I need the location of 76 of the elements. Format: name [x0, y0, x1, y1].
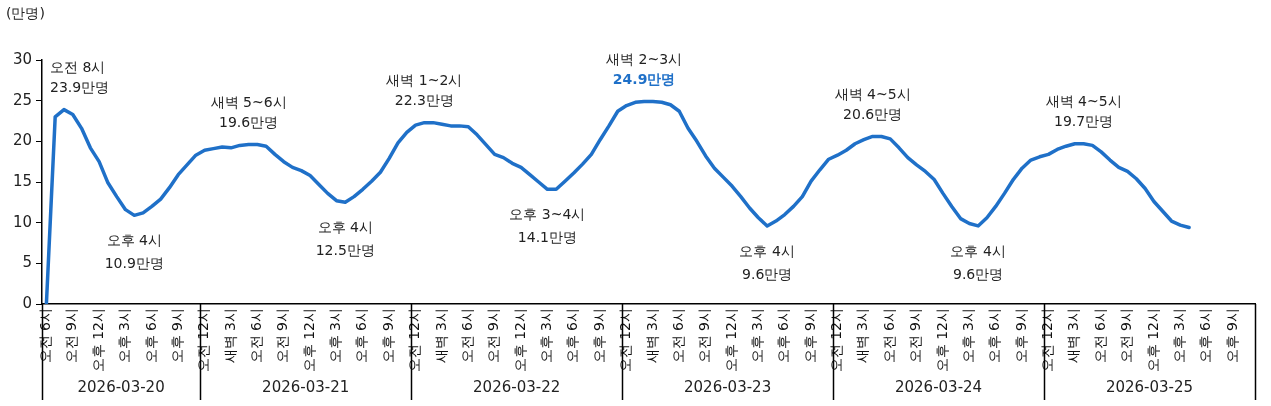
- text: 2026-03-25: [1105, 377, 1194, 396]
- annotation: 새벽 2~3시: [606, 51, 683, 68]
- x-tick-label: 오후 6시: [1197, 308, 1214, 364]
- data-label: 12.5만명: [315, 241, 375, 258]
- x-tick-label: 오후 6시: [986, 308, 1003, 364]
- x-tick-label: 오후 12시: [722, 308, 739, 373]
- x-tick-label: 새벽 3시: [432, 308, 449, 364]
- data-label: 23.9만명: [50, 79, 110, 96]
- data-label: 19.7만명: [1054, 113, 1114, 130]
- x-tick-label: 오후 3시: [749, 308, 766, 364]
- x-tick-label: 오후 12시: [933, 308, 950, 373]
- annotation: 새벽 1~2시: [386, 72, 463, 89]
- x-tick-label: 오전 9시: [1118, 308, 1135, 364]
- annotation: 오후 4시: [950, 242, 1006, 259]
- x-tick-label: 오전 6시: [1091, 308, 1108, 364]
- x-tick-label: 오후 9시: [801, 308, 818, 364]
- y-tick-label: 0: [22, 293, 32, 312]
- y-tick-label: 20: [12, 131, 32, 150]
- y-axis-title: (만명): [6, 4, 45, 21]
- y-tick-label: 10: [12, 212, 32, 231]
- x-tick-label: 새벽 3시: [1065, 308, 1082, 364]
- x-tick-label: 오전 9시: [907, 308, 924, 364]
- annotation: 오후 3~4시: [509, 205, 586, 222]
- x-tick-label: 오후 9시: [590, 308, 607, 364]
- annotation: 오후 4시: [317, 218, 373, 235]
- x-tick-label: 오후 6시: [142, 308, 159, 364]
- x-tick-label: 오후 12시: [300, 308, 317, 373]
- text: 2026-03-22: [473, 377, 561, 396]
- text: 2026-03-20: [77, 377, 165, 396]
- annotation: 오전 8시: [50, 59, 106, 76]
- annotation: 새벽 5~6시: [210, 94, 287, 111]
- x-tick-label: 오후 6시: [353, 308, 370, 364]
- text: 2026-03-21: [262, 377, 350, 396]
- y-tick-label: 30: [12, 49, 32, 68]
- x-tick-label: 오전 9시: [485, 308, 502, 364]
- x-tick-label: 오후 9시: [168, 308, 185, 364]
- x-tick-label: 오전 9시: [696, 308, 713, 364]
- x-tick-label: 오후 3시: [959, 308, 976, 364]
- x-tick-label: 오전 6시: [669, 308, 686, 364]
- data-label: 9.6만명: [742, 265, 793, 282]
- text: 2026-03-23: [684, 377, 772, 396]
- data-label: 24.9만명: [612, 71, 676, 88]
- annotation: 새벽 4~5시: [1045, 93, 1122, 110]
- x-tick-label: 오후 12시: [89, 308, 106, 373]
- x-tick-label: 오후 12시: [1144, 308, 1161, 373]
- x-tick-label: 오후 9시: [379, 308, 396, 364]
- annotation: 새벽 4~5시: [834, 86, 911, 103]
- text: 2026-03-24: [894, 377, 983, 396]
- x-tick-label: 오전 6시: [458, 308, 475, 364]
- y-tick-label: 25: [12, 90, 32, 109]
- x-tick-label: 새벽 3시: [854, 308, 871, 364]
- data-label: 22.3만명: [394, 92, 454, 109]
- x-tick-label: 오후 9시: [1223, 308, 1240, 364]
- x-tick-label: 오전 6시: [247, 308, 264, 364]
- x-tick-label: 오후 9시: [1012, 308, 1029, 364]
- x-tick-label: 오전 9시: [63, 308, 80, 364]
- data-label: 19.6만명: [218, 114, 279, 131]
- data-label: 9.6만명: [952, 265, 1004, 282]
- annotation: 오후 4시: [739, 242, 795, 259]
- x-tick-label: 오후 3시: [116, 308, 133, 364]
- annotation: 오후 4시: [106, 231, 162, 248]
- x-tick-label: 새벽 3시: [221, 308, 238, 364]
- x-tick-label: 오전 9시: [274, 308, 291, 364]
- x-tick-label: 오전 6시: [880, 308, 897, 364]
- x-tick-label: 오후 6시: [564, 308, 581, 364]
- data-label: 14.1만명: [517, 228, 577, 245]
- data-label: 10.9만명: [104, 254, 164, 271]
- x-tick-label: 새벽 3시: [643, 308, 660, 364]
- x-tick-label: 오후 3시: [538, 308, 555, 364]
- y-tick-label: 5: [22, 253, 32, 272]
- x-tick-label: 오후 6시: [775, 308, 792, 364]
- x-tick-label: 오후 3시: [327, 308, 344, 364]
- y-tick-label: 15: [12, 171, 32, 190]
- x-tick-label: 오후 3시: [1170, 308, 1187, 364]
- data-label: 20.6만명: [843, 106, 903, 123]
- x-tick-label: 오후 12시: [511, 308, 528, 373]
